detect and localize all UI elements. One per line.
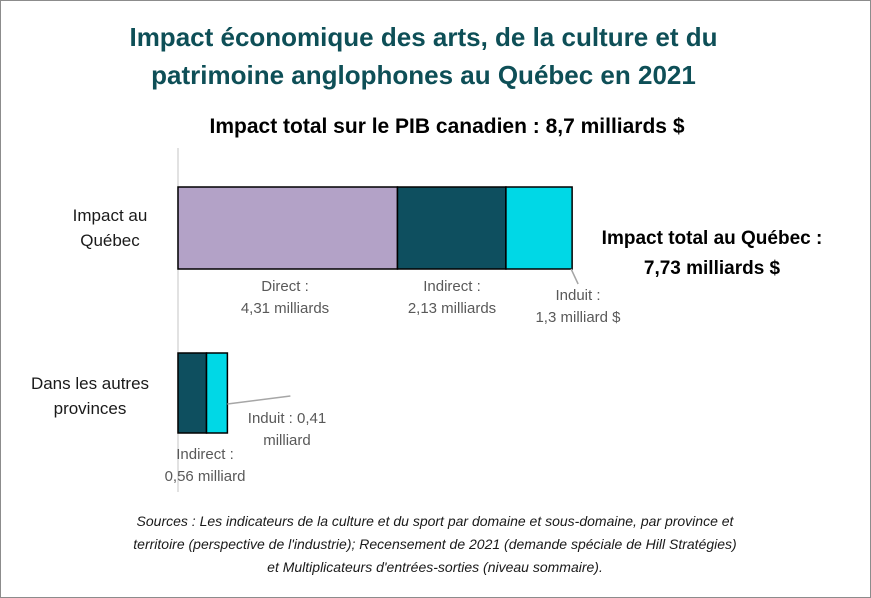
bar-quebec-direct [177, 186, 399, 270]
bar-quebec-indirect [396, 186, 507, 270]
total-quebec-line-1: Impact total au Québec : [601, 228, 823, 249]
data-label-quebec-induit-value: 1,3 milliard $ [535, 309, 621, 326]
chart-subtitle: Impact total sur le PIB canadien : 8,7 m… [209, 115, 685, 138]
bar-autres-induit [205, 352, 229, 434]
data-label-autres-induit: Induit : 0,41 milliard [222, 408, 352, 452]
sources-line-2: territoire (perspective de l'industrie);… [133, 536, 737, 552]
data-label-autres-induit-value: milliard [263, 432, 311, 449]
data-label-quebec-indirect-line-1: Indirect : [423, 278, 481, 295]
bar-autres-indirect [177, 352, 208, 434]
category-label-quebec-line-2: Québec [80, 231, 140, 250]
total-quebec-callout: Impact total au Québec : 7,73 milliards … [572, 224, 852, 284]
chart-title: Impact économique des arts, de la cultur… [0, 18, 847, 94]
data-label-quebec-direct-value: 4,31 milliards [240, 300, 330, 317]
chart-title-line-2: patrimoine anglophones au Québec en 2021 [151, 60, 696, 90]
category-label-autres-line-2: provinces [53, 399, 127, 418]
data-label-quebec-direct: Direct : 4,31 milliards [205, 276, 365, 320]
data-label-autres-indirect-line-1: Indirect : [176, 446, 234, 463]
leader-line-quebec-induit [570, 268, 579, 285]
sources-line-1: Sources : Les indicateurs de la culture … [136, 513, 734, 529]
data-label-autres-indirect: Indirect : 0,56 milliard [135, 444, 275, 488]
category-label-quebec-line-1: Impact au [72, 206, 148, 225]
category-label-quebec: Impact au Québec [30, 203, 190, 253]
leader-line-autres-induit [227, 395, 291, 405]
sources-note: Sources : Les indicateurs de la culture … [30, 510, 840, 579]
data-label-quebec-induit-line-1: Induit : [555, 287, 601, 304]
data-label-quebec-indirect-value: 2,13 milliards [407, 300, 497, 317]
data-label-quebec-indirect: Indirect : 2,13 milliards [372, 276, 532, 320]
category-label-autres-line-1: Dans les autres [30, 374, 150, 393]
data-label-quebec-induit: Induit : 1,3 milliard $ [508, 285, 648, 329]
data-label-quebec-direct-line-1: Direct : [261, 278, 309, 295]
data-label-autres-indirect-value: 0,56 milliard [164, 468, 246, 485]
total-quebec-value: 7,73 milliards $ [643, 258, 781, 279]
category-label-autres-provinces: Dans les autres provinces [0, 371, 180, 421]
sources-line-3: et Multiplicateurs d'entrées-sorties (ni… [267, 559, 603, 575]
bar-quebec-induit [505, 186, 573, 270]
chart-title-line-1: Impact économique des arts, de la cultur… [129, 22, 718, 52]
data-label-autres-induit-line-1: Induit : 0,41 [247, 410, 327, 427]
